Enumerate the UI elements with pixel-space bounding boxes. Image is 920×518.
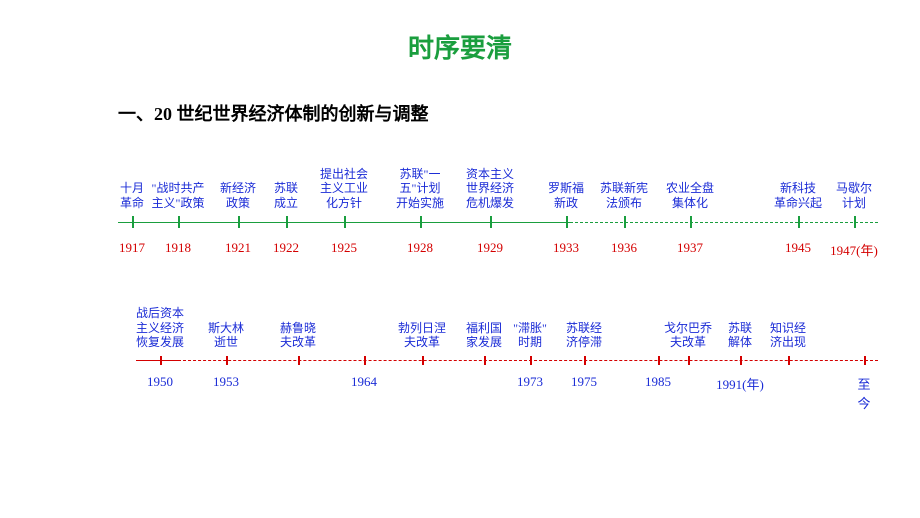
year-label: 1975: [571, 374, 597, 390]
event-label: "战时共产 主义"政策: [152, 181, 205, 210]
timeline-tick: [658, 356, 660, 365]
year-label: 1945: [785, 240, 811, 256]
year-label: 1936: [611, 240, 637, 256]
event-label: "滞胀" 时期: [513, 321, 547, 350]
event-label: 战后资本 主义经济 恢复发展: [136, 306, 184, 349]
timeline-tick: [864, 356, 866, 365]
event-label: 马歇尔 计划: [836, 181, 872, 210]
timeline-tick: [422, 356, 424, 365]
axis-solid: [136, 360, 178, 361]
page-title: 时序要清: [0, 28, 920, 65]
event-label: 赫鲁晓 夫改革: [280, 321, 316, 350]
year-label: 1985: [645, 374, 671, 390]
timeline-tick: [584, 356, 586, 365]
year-label: 1921: [225, 240, 251, 256]
timeline-tick: [420, 216, 422, 228]
event-label: 知识经 济出现: [770, 321, 806, 350]
year-label: 1933: [553, 240, 579, 256]
year-label: 1973: [517, 374, 543, 390]
event-label: 新经济 政策: [220, 181, 256, 210]
event-label: 新科技 革命兴起: [774, 181, 822, 210]
event-label: 苏联 解体: [728, 321, 752, 350]
axis-dashed: [570, 222, 878, 223]
year-label: 1991(年): [716, 374, 764, 393]
timeline-tick: [566, 216, 568, 228]
timeline-tick: [740, 356, 742, 365]
event-label: 十月 革命: [120, 181, 144, 210]
timeline-tick: [854, 216, 856, 228]
event-label: 戈尔巴乔 夫改革: [664, 321, 712, 350]
year-label: 1922: [273, 240, 299, 256]
year-label: 1937: [677, 240, 703, 256]
year-label: 1925: [331, 240, 357, 256]
timeline-tick: [160, 356, 162, 365]
year-label: 1950: [147, 374, 173, 390]
event-label: 苏联"一 五"计划 开始实施: [396, 167, 444, 210]
timeline-tick: [690, 216, 692, 228]
timeline-tick: [798, 216, 800, 228]
section-heading: 一、20 世纪世界经济体制的创新与调整: [118, 100, 429, 126]
title-text: 时序要清: [408, 34, 512, 63]
event-label: 苏联新宪 法颁布: [600, 181, 648, 210]
timeline-tick: [530, 356, 532, 365]
timeline-tick: [238, 216, 240, 228]
year-label: 至今: [857, 374, 871, 412]
event-label: 苏联经 济停滞: [566, 321, 602, 350]
timeline-tick: [286, 216, 288, 228]
year-label: 1928: [407, 240, 433, 256]
timeline-tick: [178, 216, 180, 228]
timeline-tick: [688, 356, 690, 365]
year-label: 1947(年): [830, 240, 878, 259]
timeline-tick: [484, 356, 486, 365]
timeline-tick: [344, 216, 346, 228]
timeline-tick: [624, 216, 626, 228]
timeline-tick: [132, 216, 134, 228]
event-label: 资本主义 世界经济 危机爆发: [466, 167, 514, 210]
year-label: 1964: [351, 374, 377, 390]
year-label: 1929: [477, 240, 503, 256]
timeline-tick: [298, 356, 300, 365]
event-label: 罗斯福 新政: [548, 181, 584, 210]
event-label: 苏联 成立: [274, 181, 298, 210]
event-label: 提出社会 主义工业 化方针: [320, 167, 368, 210]
timeline-tick: [226, 356, 228, 365]
year-label: 1918: [165, 240, 191, 256]
year-label: 1953: [213, 374, 239, 390]
event-label: 勃列日涅 夫改革: [398, 321, 446, 350]
timeline-tick: [364, 356, 366, 365]
timeline-tick: [788, 356, 790, 365]
event-label: 农业全盘 集体化: [666, 181, 714, 210]
event-label: 斯大林 逝世: [208, 321, 244, 350]
year-label: 1917: [119, 240, 145, 256]
event-label: 福利国 家发展: [466, 321, 502, 350]
axis-dashed: [178, 360, 878, 361]
timeline-tick: [490, 216, 492, 228]
